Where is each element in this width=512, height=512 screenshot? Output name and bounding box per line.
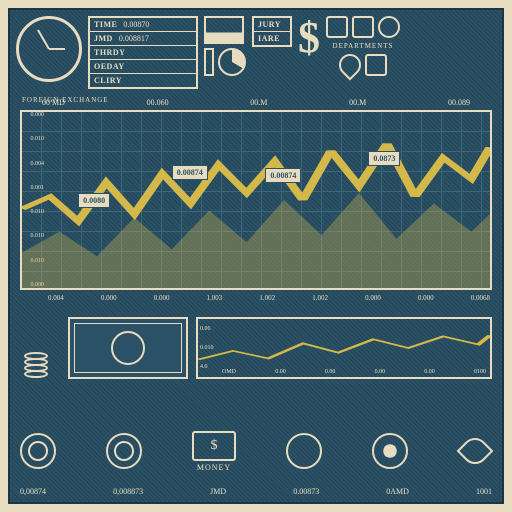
mini-chart: 0.060.0104.0 OMD0.000.000.000.000100 [196,317,492,379]
card-icon: $ [192,431,236,461]
col2: JURY IARE [252,16,292,47]
burst-icon [286,433,322,469]
callout: 0.00874 [265,168,301,183]
bottom-labels: 0,008740,008873JMD0.008730AMD1001 [20,487,492,496]
gear-icon-2 [106,433,142,469]
data-table: TIME0.00870 JMD0.008817 THRDY OEDAY CLIR… [88,16,198,89]
main-chart: 00 MD00.06000.M00.M00.089 0.0000.0100.00… [20,110,492,290]
drop-icon [334,49,365,80]
mini-bar-icon [204,16,244,44]
coin-stack-icon [20,318,60,378]
callout: 0.0080 [78,193,110,208]
pie-icon [218,48,246,76]
dollar-icon: $ [298,16,320,60]
chip-icon [365,54,387,76]
callout: 0.0873 [368,151,400,166]
leaf-icon [458,434,492,468]
departments-label: DEPARTMENTS [333,42,394,50]
banknote-icon [68,317,188,379]
gear-icon [20,433,56,469]
house-icon [326,16,348,38]
callout: 0.00874 [172,165,208,180]
x-axis: 0.0040.0000.0001.0031.0021.0020.0000.000… [48,294,490,302]
book-icon [352,16,374,38]
top-axis: 00 MD00.06000.M00.M00.089 [22,98,490,107]
clock-icon [16,16,82,82]
money-label: MONEY [197,463,231,472]
sun-icon [372,433,408,469]
row-label: TIME [94,20,117,29]
coins-icon [378,16,400,38]
thermometer-icon [204,48,214,76]
